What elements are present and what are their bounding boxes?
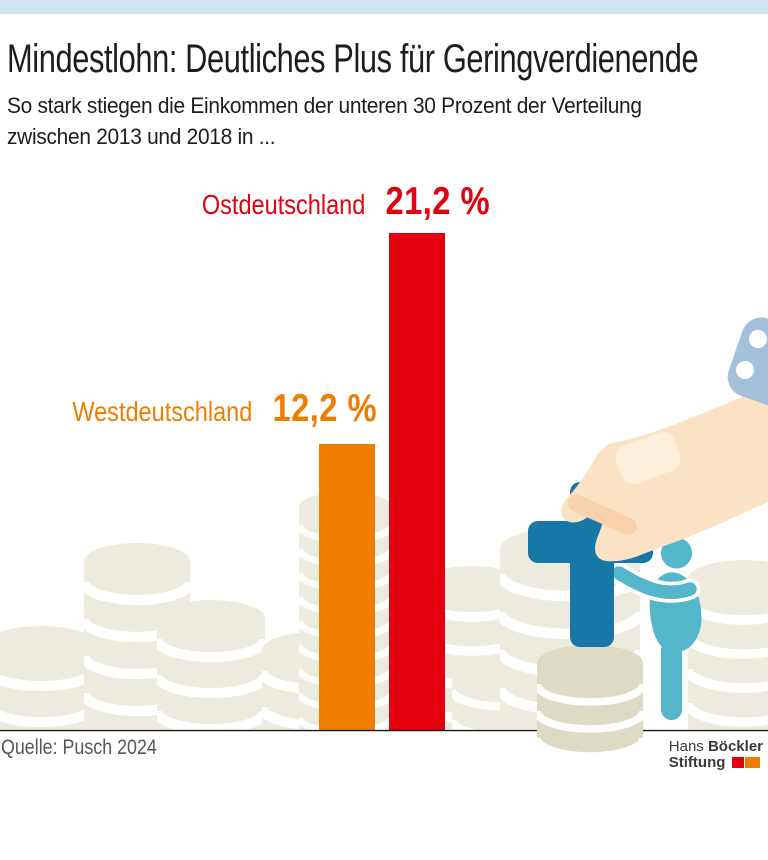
- bar-label-east-row: Ostdeutschland 21,2 %: [78, 182, 490, 221]
- source-note: Quelle: Pusch 2024: [1, 736, 157, 759]
- logo-boeckler: Böckler: [707, 738, 763, 755]
- subtitle-line-2: zwischen 2013 und 2018 in ...: [7, 124, 276, 149]
- bar-label-west-name: Westdeutschland: [72, 396, 253, 427]
- coin-stack-icon: [688, 560, 768, 730]
- coin-stack-icon: [0, 626, 97, 730]
- chart-bars: [319, 233, 445, 730]
- bar-label-west-value: 12,2 %: [272, 387, 377, 430]
- logo-stiftung: Stiftung: [668, 754, 726, 771]
- logo-line-1: Hans Böckler: [669, 739, 763, 755]
- logo-flag-red-square: [732, 757, 745, 768]
- page-title: Mindestlohn: Deutliches Plus für Geringv…: [7, 37, 699, 81]
- page-subtitle: So stark stiegen die Einkommen der unter…: [7, 90, 642, 152]
- subtitle-line-1: So stark stiegen die Einkommen der unter…: [7, 93, 642, 118]
- logo-hans: Hans: [668, 738, 704, 755]
- bar-label-west-row: Westdeutschland 12,2 %: [60, 389, 377, 428]
- logo-line-2: Stiftung: [669, 755, 763, 771]
- bar-east: [389, 233, 445, 730]
- bar-label-east-name: Ostdeutschland: [201, 189, 366, 220]
- hans-boeckler-stiftung-logo: Hans Böckler Stiftung: [669, 739, 763, 771]
- hand-icon: [561, 386, 768, 562]
- logo-flag-orange-square: [745, 757, 761, 768]
- top-accent-bar: [0, 0, 768, 14]
- person-icon: [608, 537, 702, 720]
- sleeve-cuff-icon: [727, 317, 768, 416]
- bar-west: [319, 444, 375, 730]
- coin-stack-front-icon: [537, 645, 643, 755]
- bar-label-east-value: 21,2 %: [385, 180, 490, 223]
- coin-stack-icon: [537, 645, 643, 755]
- coin-stack-icon: [157, 600, 265, 730]
